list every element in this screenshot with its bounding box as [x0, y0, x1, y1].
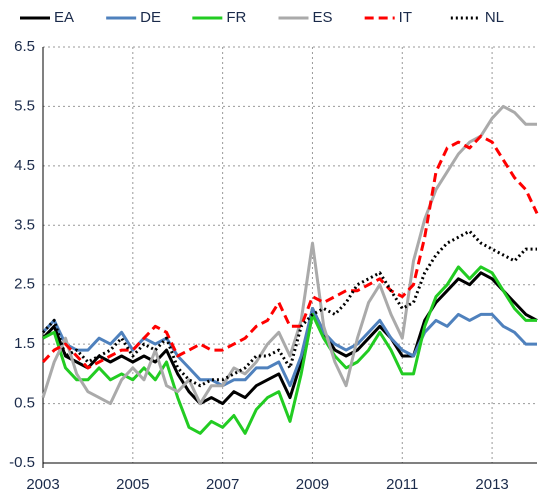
y-tick-label: 5.5	[14, 97, 35, 114]
y-tick-label: 1.5	[14, 335, 35, 352]
x-tick-label: 2007	[206, 476, 239, 493]
legend-label: IT	[399, 9, 412, 26]
x-tick-label: 2009	[296, 476, 329, 493]
series-line	[41, 229, 537, 388]
legend-label: EA	[54, 9, 74, 26]
series-line	[41, 104, 537, 406]
legend-label: NL	[485, 9, 504, 26]
y-tick-label: 2.5	[14, 276, 35, 293]
y-tick-label: 0.5	[14, 395, 35, 412]
series-line	[41, 271, 538, 406]
x-tick-label: 2005	[116, 476, 149, 493]
legend-label: FR	[226, 9, 246, 26]
y-tick-label: 6.5	[14, 38, 35, 55]
series-line	[41, 134, 539, 370]
x-tick-label: 2013	[475, 476, 508, 493]
legend-label: ES	[313, 9, 333, 26]
x-tick-label: 2011	[386, 476, 418, 493]
legend-label: DE	[140, 9, 161, 26]
y-tick-label: 3.5	[14, 216, 35, 233]
series-line	[41, 307, 537, 388]
y-tick-label: -0.5	[9, 454, 35, 471]
x-tick-label: 2003	[26, 476, 59, 493]
y-tick-label: 4.5	[14, 157, 35, 174]
series-line	[42, 265, 537, 435]
